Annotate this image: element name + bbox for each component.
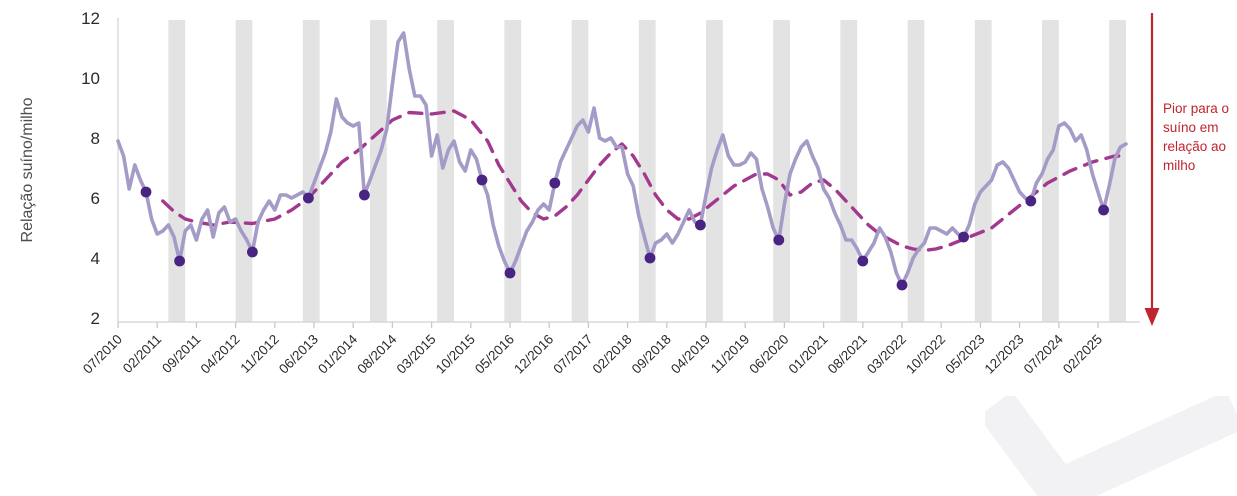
watermark-swoosh xyxy=(985,396,1237,496)
svg-text:11/2012: 11/2012 xyxy=(238,332,282,376)
svg-text:05/2016: 05/2016 xyxy=(472,332,517,377)
svg-text:04/2019: 04/2019 xyxy=(668,332,713,377)
svg-text:4: 4 xyxy=(91,249,100,268)
svg-text:06/2013: 06/2013 xyxy=(276,332,321,377)
svg-text:09/2018: 09/2018 xyxy=(629,332,674,377)
annotation-worse-for-swine: Pior para o suíno em relação ao milho xyxy=(1163,101,1230,173)
svg-text:04/2012: 04/2012 xyxy=(198,332,243,377)
worse-direction-arrow xyxy=(1144,13,1160,326)
svg-text:2: 2 xyxy=(91,309,100,328)
svg-text:02/2011: 02/2011 xyxy=(120,332,164,376)
svg-text:06/2020: 06/2020 xyxy=(746,332,791,377)
svg-text:12/2016: 12/2016 xyxy=(511,332,556,377)
svg-text:6: 6 xyxy=(91,189,100,208)
svg-text:03/2022: 03/2022 xyxy=(864,332,909,377)
svg-text:07/2017: 07/2017 xyxy=(550,332,595,377)
svg-text:01/2014: 01/2014 xyxy=(315,331,360,376)
svg-text:02/2025: 02/2025 xyxy=(1060,332,1105,377)
svg-text:08/2014: 08/2014 xyxy=(354,331,399,376)
svg-text:07/2024: 07/2024 xyxy=(1021,331,1066,376)
svg-text:10/2022: 10/2022 xyxy=(903,332,948,377)
svg-text:08/2021: 08/2021 xyxy=(825,332,870,377)
q2-bands xyxy=(168,20,1126,322)
axes xyxy=(117,18,1140,328)
moving-average-line xyxy=(161,109,1128,253)
y-axis-title: Relação suíno/milho xyxy=(19,97,36,242)
legend: 2º trimestre Média móvel relação de troc… xyxy=(0,424,1237,496)
svg-text:8: 8 xyxy=(91,129,100,148)
svg-text:12/2023: 12/2023 xyxy=(982,332,1027,377)
ratio-line xyxy=(116,31,1128,287)
svg-text:12: 12 xyxy=(81,9,100,28)
svg-text:02/2018: 02/2018 xyxy=(590,332,635,377)
x-tick-labels: 07/201002/201109/201104/201211/201206/20… xyxy=(80,331,1105,376)
svg-text:05/2023: 05/2023 xyxy=(942,332,987,377)
svg-text:10/2015: 10/2015 xyxy=(433,332,478,377)
svg-text:11/2019: 11/2019 xyxy=(708,332,752,376)
y-tick-labels: 12 10 8 6 4 2 xyxy=(81,9,100,328)
svg-text:10: 10 xyxy=(81,69,100,88)
svg-text:07/2010: 07/2010 xyxy=(80,332,125,377)
minima-dots xyxy=(140,174,1109,291)
svg-text:01/2021: 01/2021 xyxy=(786,332,831,377)
svg-text:09/2011: 09/2011 xyxy=(159,332,203,376)
svg-text:03/2015: 03/2015 xyxy=(394,332,439,377)
